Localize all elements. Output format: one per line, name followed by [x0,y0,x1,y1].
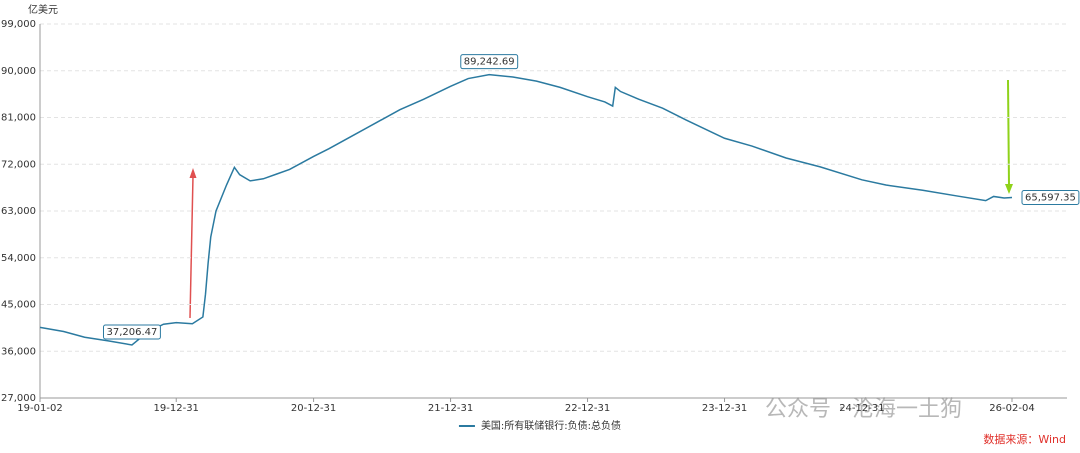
arrow [1007,79,1010,187]
arrow-head [1005,184,1013,194]
y-tick-label: 81,000 [1,113,36,124]
value-label-box [102,324,161,340]
legend-label: 美国:所有联储银行:负债:总负债 [481,419,621,432]
y-tick-label: 90,000 [1,66,36,77]
arrow [189,175,194,319]
x-tick-label: 24-12-31 [839,403,884,414]
unit-label: 亿美元 [28,3,58,16]
y-tick-label: 63,000 [1,206,36,217]
x-tick-label: 20-12-31 [291,403,336,414]
value-label-box [460,54,519,70]
x-tick-label: 21-12-31 [428,403,473,414]
x-tick-label: 23-12-31 [702,403,747,414]
watermark: 公众号 · 沧海一土狗 [765,397,962,422]
y-tick-label: 36,000 [1,346,36,357]
y-tick-label: 45,000 [1,300,36,311]
source: 数据来源：Wind [983,432,1066,446]
line [39,73,1013,346]
arrow-head [189,168,197,178]
y-tick-label: 72,000 [1,159,36,170]
x-tick-label: 19-01-02 [17,403,62,414]
value-label: 65,597.35 [1025,193,1076,204]
value-label-box [1021,190,1080,206]
y-tick-label: 54,000 [1,253,36,264]
value-label: 89,242.69 [464,57,515,68]
x-tick-label: 19-12-31 [154,403,199,414]
x-tick-label: 26-02-04 [989,403,1034,414]
x-tick-label: 22-12-31 [565,403,610,414]
value-label: 37,206.47 [106,327,157,338]
y-tick-label: 27,000 [1,393,36,404]
y-tick-label: 99,000 [1,19,36,30]
